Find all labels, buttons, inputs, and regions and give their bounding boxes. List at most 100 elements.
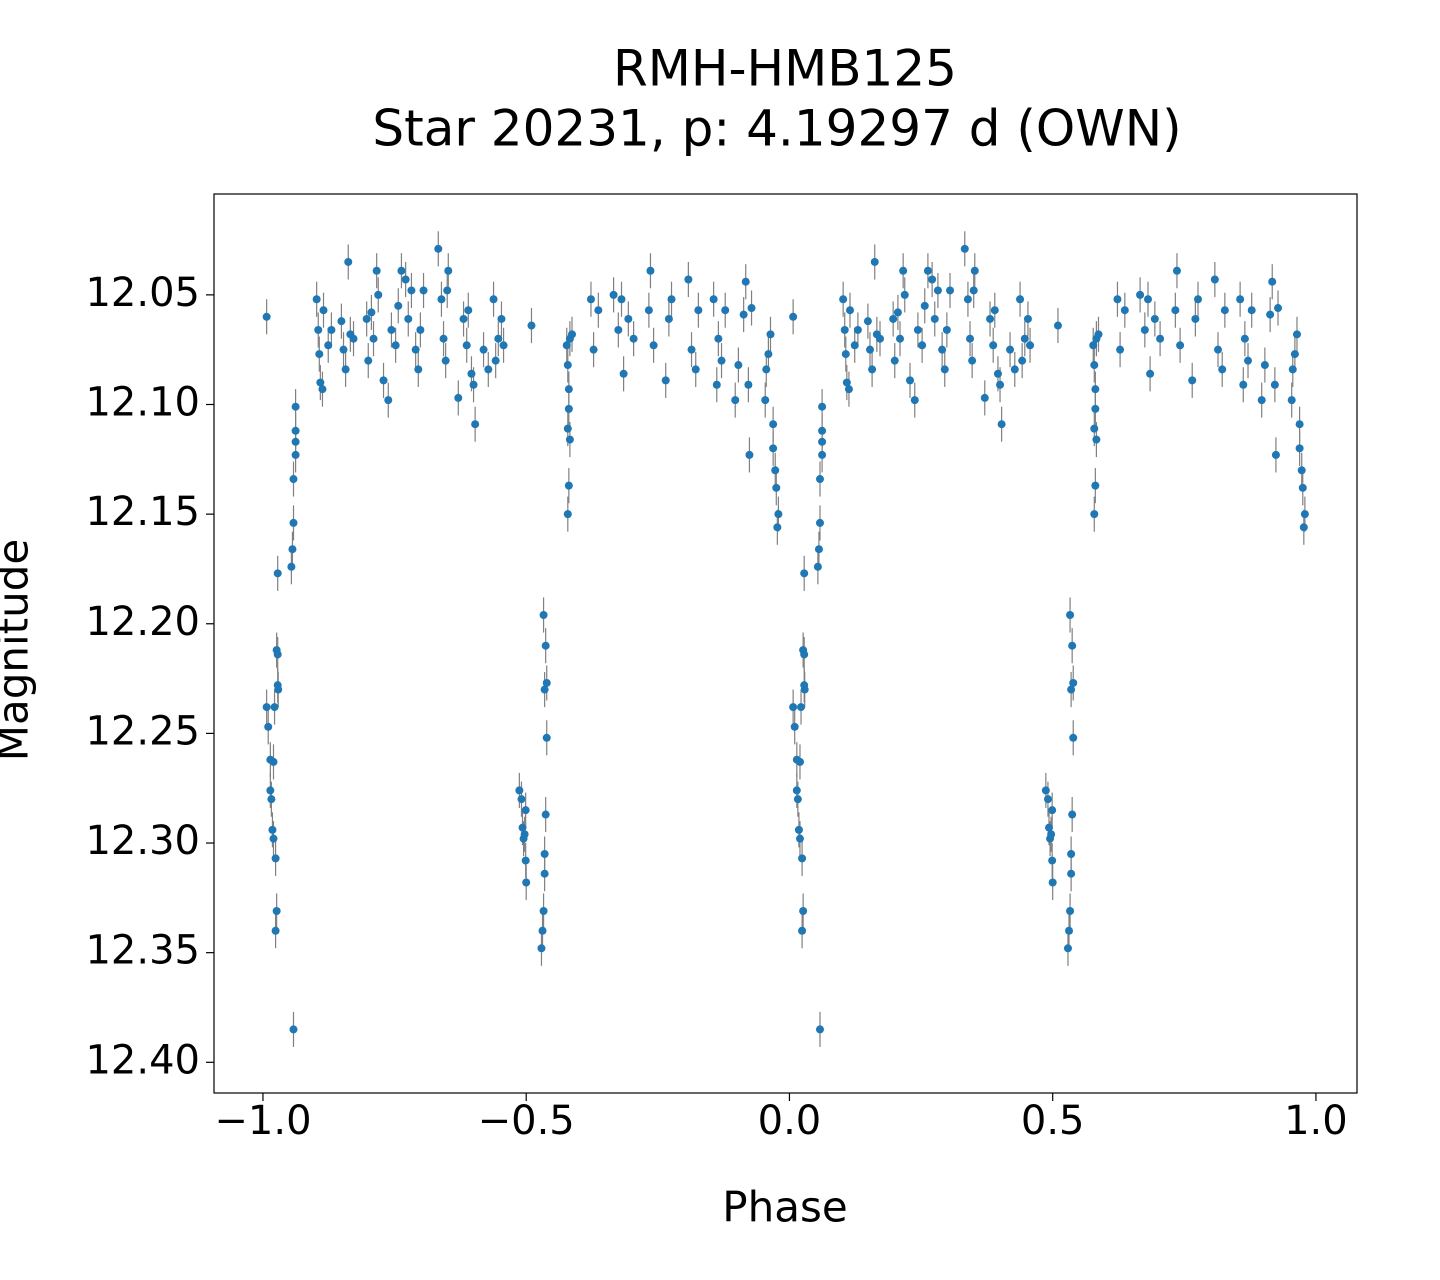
data-point [563, 424, 572, 433]
data-point [563, 361, 572, 370]
data-point [318, 385, 327, 394]
data-point [789, 703, 798, 712]
data-point [1067, 849, 1076, 858]
data-point [853, 325, 862, 334]
data-point [272, 907, 281, 916]
data-point [1140, 325, 1149, 334]
data-point [274, 685, 283, 694]
data-point [1176, 341, 1185, 350]
data-point [312, 295, 321, 304]
data-point [564, 385, 573, 394]
data-point [497, 314, 506, 323]
data-point [271, 926, 280, 935]
data-point [1043, 795, 1052, 804]
data-point [540, 849, 549, 858]
data-point [731, 396, 740, 405]
x-axis-label: Phase [722, 1183, 847, 1232]
data-point [339, 345, 348, 354]
data-point [900, 290, 909, 299]
data-point [769, 444, 778, 453]
data-point [1048, 856, 1057, 865]
data-point [942, 325, 951, 334]
data-point [1090, 424, 1099, 433]
data-point [792, 786, 801, 795]
data-point [539, 610, 548, 619]
data-point [940, 365, 949, 374]
data-point [397, 266, 406, 275]
data-point [269, 757, 278, 766]
data-point [646, 266, 655, 275]
data-point [747, 304, 756, 313]
data-point [288, 545, 297, 554]
data-point [870, 257, 879, 266]
data-point [794, 825, 803, 834]
data-point [906, 376, 915, 385]
data-point [344, 257, 353, 266]
data-point [762, 365, 771, 374]
data-point [1136, 290, 1145, 299]
data-point [842, 378, 851, 387]
data-point [890, 356, 899, 365]
data-point [489, 295, 498, 304]
data-point [839, 295, 848, 304]
x-tick-label: −1.0 [214, 1098, 311, 1144]
data-point [542, 678, 551, 687]
data-point [876, 334, 885, 343]
data-point [795, 757, 804, 766]
data-point [798, 926, 807, 935]
data-point [394, 301, 403, 310]
data-point [694, 306, 703, 315]
data-point [1091, 385, 1100, 394]
data-point [542, 733, 551, 742]
data-point [920, 301, 929, 310]
data-point [540, 869, 549, 878]
data-point [527, 321, 536, 330]
data-point [341, 365, 350, 374]
data-point [1092, 435, 1101, 444]
data-point [918, 341, 927, 350]
data-point [1244, 356, 1253, 365]
data-point [893, 308, 902, 317]
data-point [1067, 869, 1076, 878]
data-point [1240, 334, 1249, 343]
data-point [1288, 365, 1297, 374]
data-point [614, 325, 623, 334]
data-point [818, 437, 827, 446]
data-point [980, 393, 989, 402]
data-point [1300, 510, 1309, 519]
chart-subtitle: Star 20231, p: 4.19297 d (OWN) [372, 100, 1181, 158]
data-point [1194, 295, 1203, 304]
data-point [262, 312, 271, 321]
data-point [537, 944, 546, 953]
data-point [367, 308, 376, 317]
data-point [1188, 376, 1197, 385]
data-point [1257, 396, 1266, 405]
data-point [644, 306, 653, 315]
data-point [793, 795, 802, 804]
x-tick-label: −0.5 [478, 1098, 575, 1144]
data-point [437, 295, 446, 304]
data-point [863, 317, 872, 326]
data-point [464, 306, 473, 315]
data-point [316, 378, 325, 387]
data-point [815, 1025, 824, 1034]
data-point [589, 345, 598, 354]
data-point [369, 334, 378, 343]
data-point [562, 341, 571, 350]
y-tick-label: 12.05 [85, 270, 200, 316]
data-point [391, 341, 400, 350]
data-point [273, 569, 282, 578]
chart-title: RMH-HMB125 [613, 40, 957, 98]
data-point [1089, 341, 1098, 350]
data-point [960, 244, 969, 253]
data-point [416, 325, 425, 334]
y-tick-label: 12.40 [85, 1037, 200, 1083]
y-tick-label: 12.30 [85, 818, 200, 864]
data-point [968, 356, 977, 365]
data-point [629, 334, 638, 343]
data-point [1143, 295, 1152, 304]
data-point [970, 266, 979, 275]
data-point [315, 350, 324, 359]
data-point [798, 854, 807, 863]
data-point [815, 518, 824, 527]
